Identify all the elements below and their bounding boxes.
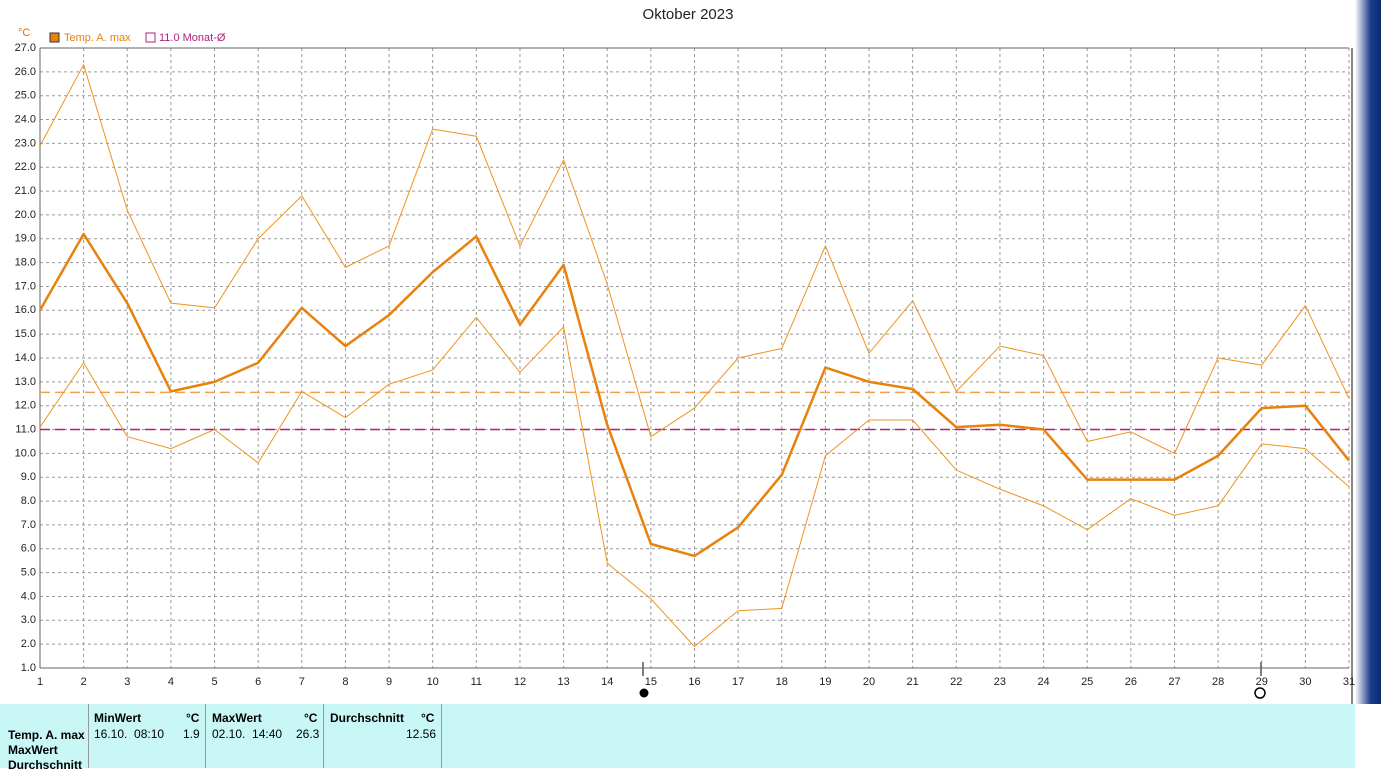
y-tick-label: 16.0	[15, 304, 36, 316]
desktop-edge	[1355, 0, 1381, 704]
row-label: MaxWert	[8, 743, 58, 757]
x-tick-label: 16	[688, 676, 700, 688]
header: MaxWert	[212, 711, 262, 725]
header: Durchschnitt	[330, 711, 405, 725]
value: 12.56	[406, 727, 437, 741]
y-tick-label: 17.0	[15, 280, 36, 292]
legend-swatch	[49, 32, 60, 43]
new-moon	[639, 688, 649, 698]
y-tick-label: 22.0	[15, 161, 36, 173]
y-tick-label: 15.0	[15, 328, 36, 340]
separator	[88, 704, 89, 768]
y-tick-label: 21.0	[15, 185, 36, 197]
x-tick-label: 18	[776, 676, 788, 688]
legend-label: 11.0 Monat-Ø	[159, 32, 226, 44]
x-tick-label: 12	[514, 676, 526, 688]
y-tick-label: 25.0	[15, 90, 36, 102]
x-tick-label: 31	[1343, 676, 1355, 688]
separator	[441, 704, 442, 768]
x-tick-label: 28	[1212, 676, 1224, 688]
x-tick-label: 14	[601, 676, 613, 688]
y-tick-label: 1.0	[21, 662, 36, 674]
y-tick-label: 18.0	[15, 257, 36, 269]
x-tick-label: 19	[819, 676, 831, 688]
x-tick-label: 2	[81, 676, 87, 688]
x-tick-label: 15	[645, 676, 657, 688]
y-tick-label: 20.0	[15, 209, 36, 221]
y-unit: °C	[18, 27, 30, 39]
full-moon	[1254, 687, 1266, 699]
x-tick-label: 5	[211, 676, 217, 688]
x-tick-label: 25	[1081, 676, 1093, 688]
y-tick-label: 10.0	[15, 447, 36, 459]
x-tick-label: 4	[168, 676, 174, 688]
row-label: Durchschnitt	[8, 758, 83, 772]
y-tick-label: 7.0	[21, 519, 36, 531]
x-tick-label: 7	[299, 676, 305, 688]
y-tick-label: 27.0	[15, 42, 36, 54]
legend-swatch	[145, 32, 156, 43]
y-tick-label: 5.0	[21, 567, 36, 579]
y-tick-label: 8.0	[21, 495, 36, 507]
x-tick-label: 20	[863, 676, 875, 688]
y-tick-label: 19.0	[15, 233, 36, 245]
y-tick-label: 26.0	[15, 66, 36, 78]
chart: Oktober 2023 °C 1.0 2.0 3.0 4.0 5.0 6.0 7.0 8.0…	[15, 0, 1381, 704]
header: MinWert	[94, 711, 142, 725]
x-tick-label: 27	[1168, 676, 1180, 688]
x-tick-label: 13	[557, 676, 569, 688]
value: 26.3	[296, 727, 320, 741]
series-line	[39, 64, 1350, 454]
y-tick-label: 2.0	[21, 638, 36, 650]
y-tick-label: 9.0	[21, 471, 36, 483]
x-tick-label: 17	[732, 676, 744, 688]
y-tick-label: 12.0	[15, 400, 36, 412]
chart-title: Oktober 2023	[643, 6, 734, 23]
x-tick-label: 30	[1299, 676, 1311, 688]
y-tick-label: 13.0	[15, 376, 36, 388]
stats-table: Temp. A. max MaxWert Durchschnitt MinWer…	[0, 704, 1355, 772]
x-tick-label: 6	[255, 676, 261, 688]
x-tick-label: 3	[124, 676, 130, 688]
x-tick-label: 23	[994, 676, 1006, 688]
x-tick-label: 21	[907, 676, 919, 688]
time: 02.10. 14:40	[212, 727, 283, 741]
time: 16.10. 08:10	[94, 727, 165, 741]
unit: °C	[304, 711, 318, 725]
value: 1.9	[183, 727, 200, 741]
separator	[205, 704, 206, 768]
unit: °C	[421, 711, 435, 725]
separator	[323, 704, 324, 768]
legend-label: Temp. A. max	[64, 32, 131, 44]
y-tick-label: 11.0	[15, 423, 36, 435]
y-tick-label: 23.0	[15, 137, 36, 149]
y-tick-label: 24.0	[15, 113, 36, 125]
x-tick-label: 10	[427, 676, 439, 688]
x-tick-label: 22	[950, 676, 962, 688]
unit: °C	[186, 711, 200, 725]
x-tick-label: 9	[386, 676, 392, 688]
y-tick-label: 4.0	[21, 590, 36, 602]
y-tick-label: 3.0	[21, 614, 36, 626]
series-line	[39, 316, 1350, 648]
x-tick-label: 1	[37, 676, 43, 688]
x-tick-label: 11	[471, 676, 482, 688]
x-tick-label: 26	[1125, 676, 1137, 688]
y-tick-label: 6.0	[21, 543, 36, 555]
series-line	[38, 232, 1350, 558]
row-label: Temp. A. max	[8, 728, 85, 742]
x-tick-label: 8	[342, 676, 348, 688]
x-tick-label: 29	[1256, 676, 1268, 688]
x-tick-label: 24	[1037, 676, 1049, 688]
y-tick-label: 14.0	[15, 352, 36, 364]
